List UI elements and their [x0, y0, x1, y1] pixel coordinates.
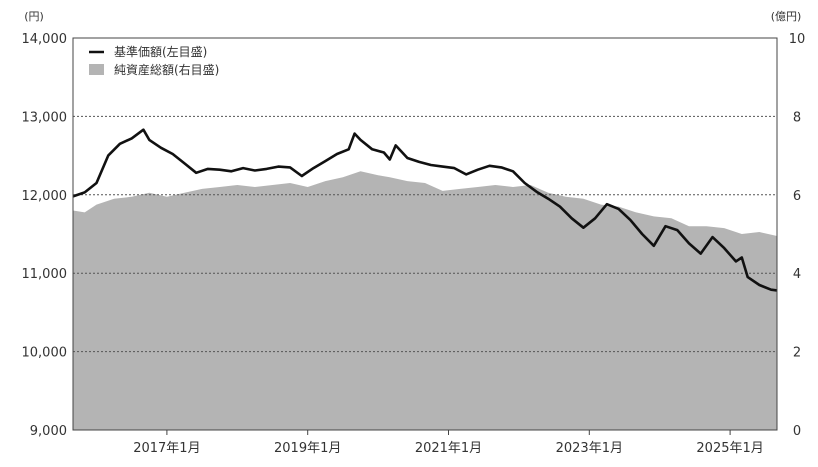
nav-line: [72, 128, 778, 292]
x-tick-label: 2019年1月: [274, 441, 341, 456]
legend-label-nav: 基準価額(左目盛): [114, 44, 207, 59]
right-tick-label: 6: [793, 189, 801, 204]
plot-frame: [72, 37, 778, 431]
nav-line-layer: [72, 128, 778, 292]
legend: 基準価額(左目盛) 純資産総額(右目盛): [89, 44, 219, 77]
legend-area-swatch: [89, 64, 104, 75]
legend-label-net-assets: 純資産総額(右目盛): [114, 62, 219, 77]
right-tick-label: 8: [793, 110, 801, 125]
left-tick-label: 11,000: [22, 267, 68, 282]
net-assets-area: [73, 171, 777, 431]
left-tick-label: 10,000: [22, 346, 68, 361]
x-tick-label: 2021年1月: [415, 441, 482, 456]
net-assets-area-layer: [73, 171, 777, 431]
left-tick-label: 12,000: [22, 189, 68, 204]
right-axis-unit: (億円): [771, 10, 802, 23]
gridlines: [73, 115, 777, 353]
plot-border: [72, 37, 778, 431]
x-tick-label: 2023年1月: [556, 441, 623, 456]
left-tick-label: 13,000: [22, 110, 68, 125]
right-tick-label: 2: [793, 346, 801, 361]
tick-labels: 9,000 10,000 11,000 12,000 13,000 14,000 0 2 4 6 8…: [22, 32, 806, 456]
right-tick-label: 4: [793, 267, 801, 282]
left-tick-label: 9,000: [30, 424, 67, 439]
left-axis-unit: (円): [24, 10, 44, 23]
x-tick-label: 2025年1月: [696, 441, 763, 456]
right-tick-label: 0: [793, 424, 801, 439]
left-tick-label: 14,000: [22, 32, 68, 47]
x-tick-label: 2017年1月: [133, 441, 200, 456]
right-tick-label: 10: [789, 32, 806, 47]
